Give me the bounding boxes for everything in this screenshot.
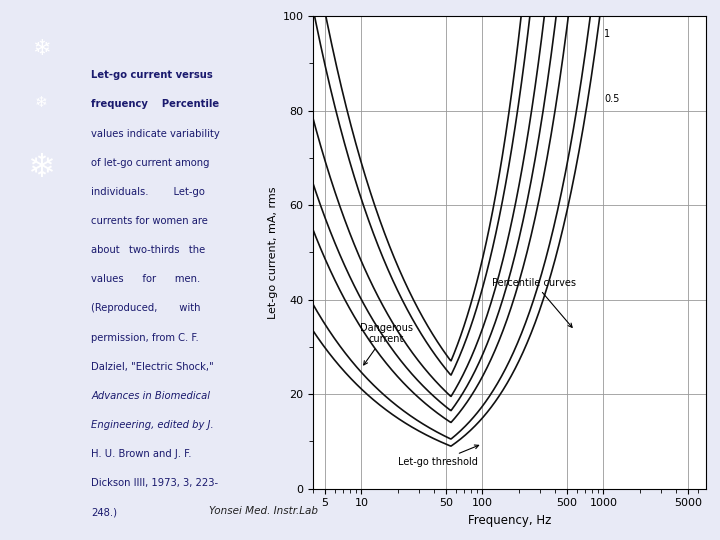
Text: about   two-thirds   the: about two-thirds the xyxy=(91,245,205,255)
Text: of let-go current among: of let-go current among xyxy=(91,158,210,168)
Text: Percentile curves: Percentile curves xyxy=(492,278,576,327)
Text: ❄: ❄ xyxy=(35,95,48,110)
Text: Let-go current versus: Let-go current versus xyxy=(91,70,213,80)
Text: ❄: ❄ xyxy=(32,38,50,59)
Text: Yonsei Med. Instr.Lab: Yonsei Med. Instr.Lab xyxy=(209,505,318,516)
Text: Advances in Biomedical: Advances in Biomedical xyxy=(91,391,210,401)
Text: values      for      men.: values for men. xyxy=(91,274,201,285)
X-axis label: Frequency, Hz: Frequency, Hz xyxy=(468,514,551,527)
Text: 248.): 248.) xyxy=(91,508,117,518)
Text: individuals.        Let-go: individuals. Let-go xyxy=(91,187,205,197)
Text: Let-go threshold: Let-go threshold xyxy=(397,445,479,467)
Text: 0.5: 0.5 xyxy=(604,93,619,104)
Text: Dalziel, "Electric Shock,": Dalziel, "Electric Shock," xyxy=(91,362,214,372)
Y-axis label: Let-go current, mA, rms: Let-go current, mA, rms xyxy=(269,186,279,319)
Text: values indicate variability: values indicate variability xyxy=(91,129,220,139)
Text: ❄: ❄ xyxy=(27,151,55,184)
Text: 1: 1 xyxy=(604,29,610,39)
Text: Engineering, edited by J.: Engineering, edited by J. xyxy=(91,420,214,430)
Text: Dangerous
current: Dangerous current xyxy=(359,322,413,365)
Text: frequency    Percentile: frequency Percentile xyxy=(91,99,220,110)
Text: H. U. Brown and J. F.: H. U. Brown and J. F. xyxy=(91,449,192,460)
Text: (Reproduced,       with: (Reproduced, with xyxy=(91,303,201,314)
Text: currents for women are: currents for women are xyxy=(91,216,208,226)
Text: Dickson IIII, 1973, 3, 223-: Dickson IIII, 1973, 3, 223- xyxy=(91,478,218,489)
Text: permission, from C. F.: permission, from C. F. xyxy=(91,333,199,343)
